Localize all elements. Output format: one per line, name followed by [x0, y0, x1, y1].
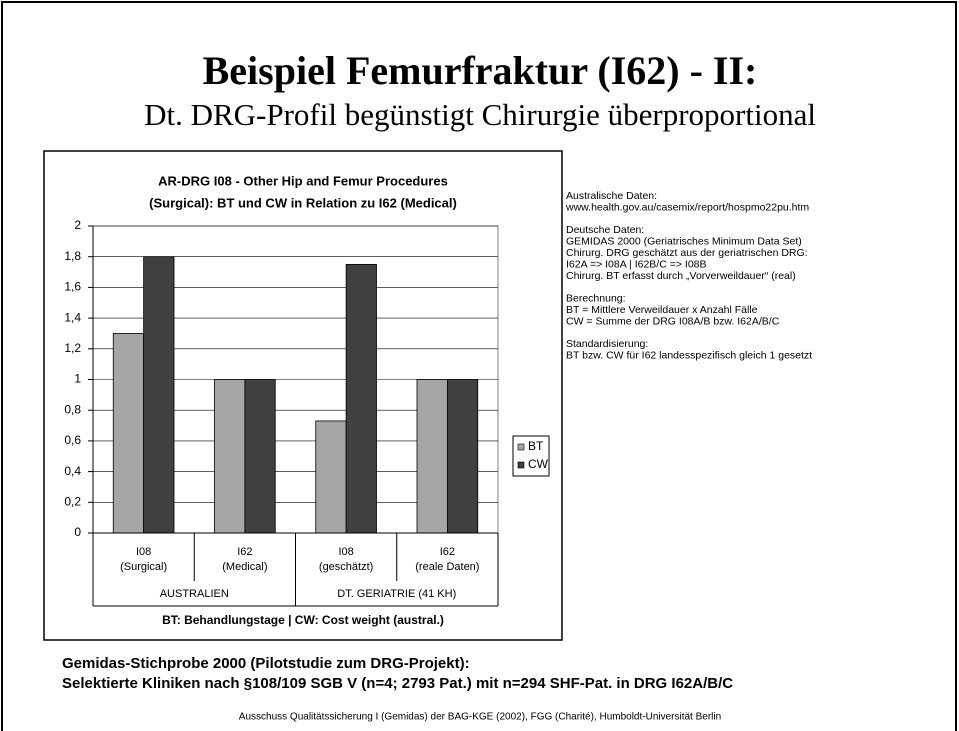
note-line: BT bzw. CW für I62 landesspezifisch glei…	[566, 349, 812, 361]
bar	[345, 263, 377, 534]
note-line: Chirurg. DRG geschätzt aus der geriatris…	[566, 247, 808, 259]
slide-title: Beispiel Femurfraktur (I62) - II:	[203, 48, 758, 93]
y-tick-label: 1	[74, 372, 81, 386]
legend-label: CW	[528, 457, 549, 471]
x-tick-label: I08	[338, 546, 353, 558]
note-line: Australische Daten:	[566, 190, 657, 202]
chart-title: AR-DRG I08 - Other Hip and Femur Procedu…	[158, 173, 448, 188]
note-line: Deutsche Daten:	[566, 224, 644, 236]
y-tick-label: 0,2	[64, 494, 81, 508]
chart-footer: BT: Behandlungstage | CW: Cost weight (a…	[162, 613, 444, 627]
y-tick-label: 2	[74, 218, 81, 232]
y-tick-label: 0,6	[64, 433, 81, 447]
x-tick-label: I62	[440, 546, 455, 558]
y-tick-label: 1,4	[64, 310, 81, 324]
x-tick-label: (reale Daten)	[415, 561, 479, 573]
bar	[112, 333, 145, 534]
note-line: CW = Summe der DRG I08A/B bzw. I62A/B/C	[566, 315, 780, 327]
y-tick-label: 1,2	[64, 341, 81, 355]
bar	[446, 379, 479, 534]
x-tick-label: (geschätzt)	[319, 561, 373, 573]
x-tick-label: (Medical)	[222, 561, 267, 573]
x-tick-label: I62	[237, 546, 252, 558]
note-line: Berechnung:	[566, 292, 626, 304]
y-tick-label: 0,4	[64, 464, 81, 478]
y-tick-label: 0,8	[64, 402, 81, 416]
x-tick-label: (Surgical)	[120, 561, 167, 573]
y-tick-label: 1,8	[64, 249, 81, 263]
y-tick-label: 0	[74, 525, 81, 539]
note-line: GEMIDAS 2000 (Geriatrisches Minimum Data…	[566, 235, 802, 247]
note-line: Standardisierung:	[566, 338, 648, 350]
note-line: www.health.gov.au/casemix/report/hospmo2…	[565, 201, 809, 213]
note-line: Chirurg. BT erfasst durch „Vorverweildau…	[566, 270, 796, 282]
group-label: AUSTRALIEN	[160, 588, 229, 600]
footer-line: Selektierte Kliniken nach §108/109 SGB V…	[62, 675, 733, 692]
bar	[214, 379, 246, 534]
bar	[143, 256, 175, 534]
bar	[416, 379, 448, 534]
footer-line: Gemidas-Stichprobe 2000 (Pilotstudie zum…	[62, 655, 470, 672]
legend-swatch	[517, 461, 525, 469]
legend-box	[512, 435, 550, 477]
x-tick-label: I08	[136, 546, 151, 558]
bar	[315, 420, 347, 534]
y-tick-label: 1,6	[64, 280, 81, 294]
credit: Ausschuss Qualitätssicherung I (Gemidas)…	[239, 712, 721, 723]
note-line: I62A => I08A | I62B/C => I08B	[566, 258, 707, 270]
bar	[244, 379, 276, 534]
legend-swatch	[517, 443, 525, 451]
group-label: DT. GERIATRIE (41 KH)	[337, 588, 456, 600]
note-line: BT = Mittlere Verweildauer x Anzahl Fäll…	[566, 304, 758, 316]
slide-subtitle: Dt. DRG-Profil begünstigt Chirurgie über…	[144, 97, 816, 132]
legend-label: BT	[528, 439, 544, 453]
chart-title: (Surgical): BT und CW in Relation zu I62…	[149, 195, 457, 210]
